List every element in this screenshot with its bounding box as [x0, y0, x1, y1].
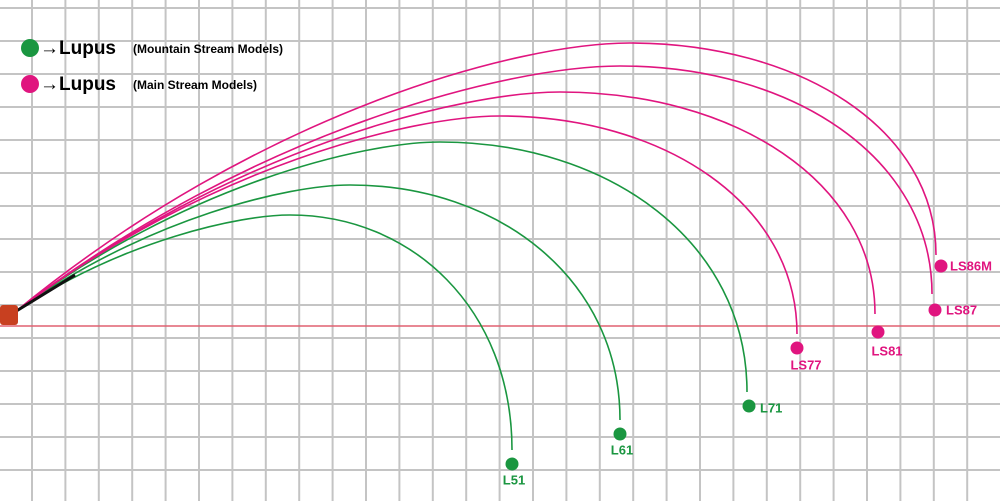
bend-curve [14, 214, 513, 451]
curve-label: L71 [760, 400, 782, 415]
curve-label: LS86M [950, 258, 992, 273]
tip-marker [871, 325, 885, 339]
tip-marker [934, 259, 948, 273]
curve-label: L51 [503, 472, 525, 487]
legend: →Lupus (Mountain Stream Models) →Lupus (… [21, 38, 283, 95]
legend-dot [21, 39, 39, 57]
bend-curve [14, 184, 621, 421]
legend-note: (Mountain Stream Models) [133, 42, 283, 56]
curve-label: LS77 [790, 357, 821, 372]
curves: L51 L61 L71 LS77 LS81 LS87 LS86M [4, 42, 992, 487]
legend-symbol: →Lupus [40, 38, 116, 59]
curve-label: L61 [611, 442, 633, 457]
bend-curve [14, 65, 933, 313]
legend-dot [21, 75, 39, 93]
legend-symbol: →Lupus [40, 74, 116, 95]
tip-marker [742, 399, 756, 413]
bend-curve [14, 115, 798, 335]
legend-note: (Main Stream Models) [133, 78, 257, 92]
bend-curve [14, 141, 748, 393]
tip-marker [613, 427, 627, 441]
tip-marker [505, 457, 519, 471]
curve-label: LS87 [946, 302, 977, 317]
rod-handle [0, 305, 18, 325]
bend-curve [14, 42, 937, 313]
bend-curve [14, 91, 876, 315]
tip-marker [790, 341, 804, 355]
tip-marker [928, 303, 942, 317]
curve-label: LS81 [871, 343, 902, 358]
